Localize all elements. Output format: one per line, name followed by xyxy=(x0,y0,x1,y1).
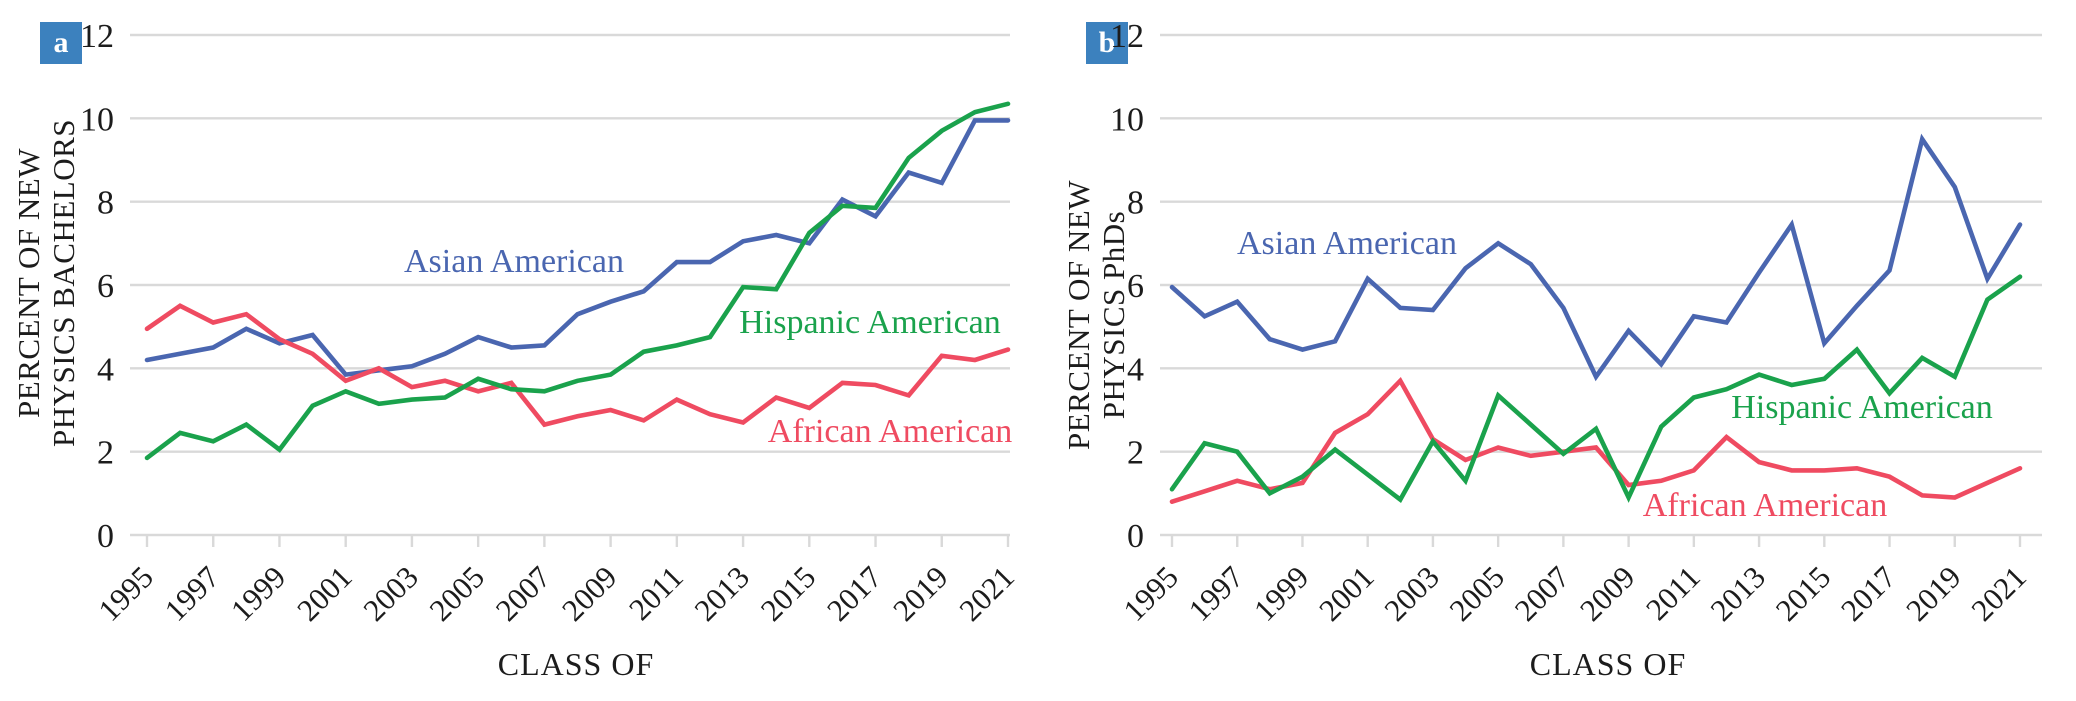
x-tick-label: 2001 xyxy=(290,559,359,628)
x-tick-label: 2009 xyxy=(1573,559,1642,628)
x-tick-label: 2017 xyxy=(1834,559,1903,628)
y-tick-label: 4 xyxy=(1127,351,1144,388)
panel-a-chart: 0 2 4 6 8 10 12 1995199719992001200320052007200… xyxy=(80,18,1021,628)
x-tick-label: 2007 xyxy=(489,559,558,628)
series-label-hispanic-american: Hispanic American xyxy=(1731,389,1993,426)
series-line-asian-american xyxy=(144,118,1011,378)
y-tick-label: 2 xyxy=(1127,435,1144,472)
x-tick-label: 2013 xyxy=(1703,559,1772,628)
x-tick-label: 2003 xyxy=(1377,559,1446,628)
x-tick-label: 2007 xyxy=(1508,559,1577,628)
x-tick-label: 2001 xyxy=(1312,559,1381,628)
y-tick-label: 8 xyxy=(1127,185,1144,222)
x-tick-label: 1999 xyxy=(224,559,293,628)
panel-b: b PERCENT OF NEW PHYSICS PhDs 0 2 4 6 8 10 12 1… xyxy=(1038,0,2076,701)
series-line-asian-american xyxy=(1169,133,2023,382)
series-line-african-american xyxy=(144,303,1011,428)
y-tick-label: 8 xyxy=(97,185,114,222)
panel-a-badge: a xyxy=(40,22,82,64)
series-label-african-american: African American xyxy=(768,413,1013,450)
y-tick-label: 10 xyxy=(1110,101,1144,138)
x-tick-label: 2013 xyxy=(687,559,756,628)
x-tick-label: 1995 xyxy=(91,559,160,628)
y-tick-label: 10 xyxy=(80,101,114,138)
x-tick-label: 2003 xyxy=(356,559,425,628)
y-tick-label: 4 xyxy=(97,351,114,388)
x-tick-label: 2019 xyxy=(886,559,955,628)
x-tick-label: 1999 xyxy=(1247,559,1316,628)
y-tick-label: 0 xyxy=(97,518,114,555)
panel-a-x-axis-title: CLASS OF xyxy=(497,646,655,682)
series-label-asian-american: Asian American xyxy=(404,243,624,280)
panel-b-chart: 0 2 4 6 8 10 12 1995199719992001200320052007200… xyxy=(1110,18,2042,628)
y-tick-label: 12 xyxy=(80,18,114,55)
x-tick-label: 1997 xyxy=(1182,559,1251,628)
x-tick-label: 2019 xyxy=(1899,559,1968,628)
panel-b-badge: b xyxy=(1086,22,1128,64)
y-tick-label: 6 xyxy=(97,268,114,305)
y-tick-label: 2 xyxy=(97,435,114,472)
series-line-hispanic-american xyxy=(1169,274,2023,504)
series-label-asian-american: Asian American xyxy=(1237,225,1457,262)
x-tick-label: 2005 xyxy=(423,559,492,628)
x-tick-label: 2011 xyxy=(622,559,690,627)
x-tick-label: 2021 xyxy=(1964,559,2033,628)
y-tick-label: 12 xyxy=(1110,18,1144,55)
panel-b-x-axis-title: CLASS OF xyxy=(1529,646,1687,682)
series-label-hispanic-american: Hispanic American xyxy=(739,304,1001,341)
x-tick-label: 1997 xyxy=(158,559,227,628)
x-tick-label: 2009 xyxy=(555,559,624,628)
x-tick-label: 2005 xyxy=(1443,559,1512,628)
x-tick-label: 2021 xyxy=(952,559,1021,628)
x-tick-label: 2015 xyxy=(1769,559,1838,628)
x-tick-label: 2017 xyxy=(820,559,889,628)
x-tick-label: 1995 xyxy=(1116,559,1185,628)
y-tick-label: 6 xyxy=(1127,268,1144,305)
x-tick-label: 2015 xyxy=(754,559,823,628)
series-label-african-american: African American xyxy=(1643,487,1888,524)
y-tick-label: 0 xyxy=(1127,518,1144,555)
series-line-hispanic-american xyxy=(144,101,1011,461)
x-tick-label: 2011 xyxy=(1639,559,1707,627)
